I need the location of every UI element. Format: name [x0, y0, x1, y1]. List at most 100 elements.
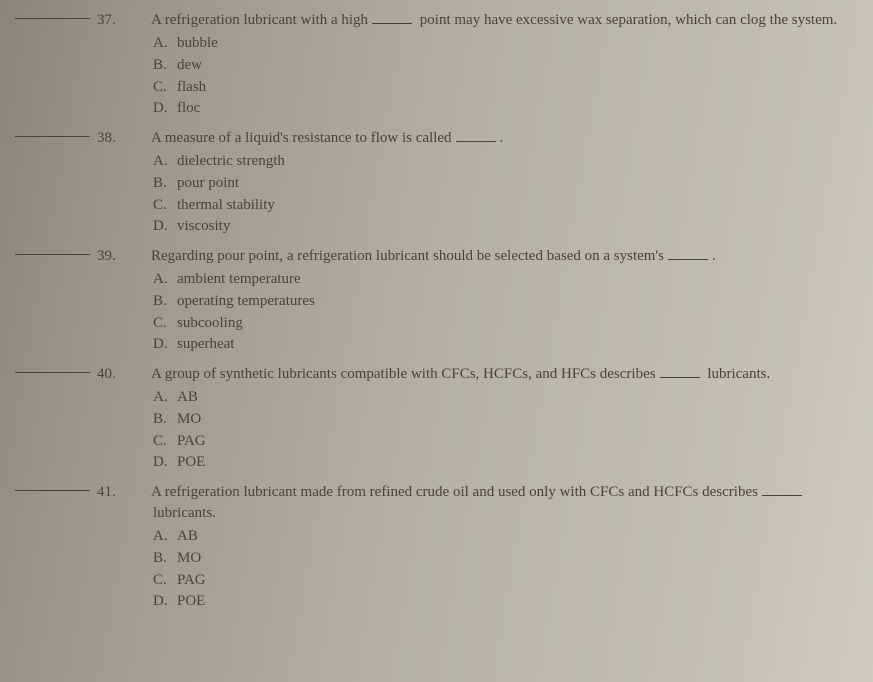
option-item[interactable]: C.subcooling — [153, 313, 843, 335]
option-item[interactable]: B.dew — [153, 55, 843, 77]
answer-blank-line[interactable] — [15, 254, 90, 255]
option-text: PAG — [177, 433, 206, 449]
option-text: dew — [177, 57, 202, 73]
option-text: superheat — [177, 336, 234, 352]
option-letter: A. — [153, 387, 177, 409]
option-letter: D. — [153, 98, 177, 120]
option-letter: D. — [153, 452, 177, 474]
option-letter: A. — [153, 151, 177, 173]
question-number: 38. — [125, 128, 151, 149]
option-item[interactable]: A.dielectric strength — [153, 151, 843, 173]
option-item[interactable]: C.flash — [153, 77, 843, 99]
question-block: 41.A refrigeration lubricant made from r… — [0, 482, 843, 613]
option-letter: D. — [153, 216, 177, 238]
option-item[interactable]: B.pour point — [153, 173, 843, 195]
option-text: POE — [177, 593, 205, 609]
option-letter: C. — [153, 570, 177, 592]
option-text: POE — [177, 454, 205, 470]
fill-blank[interactable] — [456, 141, 496, 142]
option-letter: A. — [153, 269, 177, 291]
option-text: subcooling — [177, 315, 243, 331]
answer-blank-line[interactable] — [15, 18, 90, 19]
option-item[interactable]: D.floc — [153, 98, 843, 120]
answer-blank-line[interactable] — [15, 490, 90, 491]
option-text: dielectric strength — [177, 153, 285, 169]
option-text: flash — [177, 79, 206, 95]
option-letter: B. — [153, 55, 177, 77]
question-text: 40.A group of synthetic lubricants compa… — [125, 364, 843, 385]
fill-blank[interactable] — [372, 23, 412, 24]
question-text-after: point may have excessive wax separation,… — [416, 12, 837, 28]
option-letter: B. — [153, 548, 177, 570]
option-item[interactable]: C.PAG — [153, 570, 843, 592]
question-block: 40.A group of synthetic lubricants compa… — [0, 364, 843, 474]
option-item[interactable]: D.viscosity — [153, 216, 843, 238]
option-item[interactable]: A.ambient temperature — [153, 269, 843, 291]
question-text: 39.Regarding pour point, a refrigeration… — [125, 246, 843, 267]
option-letter: A. — [153, 526, 177, 548]
option-item[interactable]: D.superheat — [153, 334, 843, 356]
option-item[interactable]: A.AB — [153, 387, 843, 409]
option-item[interactable]: B.MO — [153, 409, 843, 431]
option-letter: C. — [153, 77, 177, 99]
option-letter: C. — [153, 431, 177, 453]
option-text: PAG — [177, 572, 206, 588]
fill-blank[interactable] — [660, 377, 700, 378]
question-number: 40. — [125, 364, 151, 385]
options-list: A.bubbleB.dewC.flashD.floc — [125, 33, 843, 120]
option-letter: B. — [153, 291, 177, 313]
question-text-before: Regarding pour point, a refrigeration lu… — [151, 248, 664, 264]
question-text-before: A group of synthetic lubricants compatib… — [151, 366, 656, 382]
answer-blank-line[interactable] — [15, 372, 90, 373]
question-text: 38.A measure of a liquid's resistance to… — [125, 128, 843, 149]
question-text-after: lubricants. — [704, 366, 771, 382]
options-list: A.ambient temperatureB.operating tempera… — [125, 269, 843, 356]
question-text-before: A measure of a liquid's resistance to fl… — [151, 130, 452, 146]
question-number: 37. — [125, 10, 151, 31]
option-text: AB — [177, 528, 198, 544]
option-item[interactable]: D.POE — [153, 591, 843, 613]
option-letter: D. — [153, 334, 177, 356]
option-letter: B. — [153, 173, 177, 195]
question-text: 37.A refrigeration lubricant with a high… — [125, 10, 843, 31]
option-text: pour point — [177, 175, 239, 191]
option-item[interactable]: A.AB — [153, 526, 843, 548]
option-item[interactable]: D.POE — [153, 452, 843, 474]
option-item[interactable]: A.bubble — [153, 33, 843, 55]
option-text: viscosity — [177, 218, 230, 234]
question-text-after: lubricants. — [153, 505, 216, 521]
option-text: thermal stability — [177, 197, 275, 213]
option-item[interactable]: C.thermal stability — [153, 195, 843, 217]
question-text-after: . — [500, 130, 504, 146]
option-item[interactable]: B.MO — [153, 548, 843, 570]
options-list: A.dielectric strengthB.pour pointC.therm… — [125, 151, 843, 238]
option-letter: D. — [153, 591, 177, 613]
option-letter: C. — [153, 195, 177, 217]
question-block: 39.Regarding pour point, a refrigeration… — [0, 246, 843, 356]
option-text: floc — [177, 100, 200, 116]
option-text: operating temperatures — [177, 293, 315, 309]
option-text: MO — [177, 411, 201, 427]
answer-blank-line[interactable] — [15, 136, 90, 137]
question-text: 41.A refrigeration lubricant made from r… — [125, 482, 843, 524]
option-item[interactable]: B.operating temperatures — [153, 291, 843, 313]
option-item[interactable]: C.PAG — [153, 431, 843, 453]
question-block: 37.A refrigeration lubricant with a high… — [0, 10, 843, 120]
option-text: ambient temperature — [177, 271, 301, 287]
option-text: AB — [177, 389, 198, 405]
question-number: 41. — [125, 482, 151, 503]
option-text: bubble — [177, 35, 218, 51]
question-text-before: A refrigeration lubricant with a high — [151, 12, 368, 28]
question-text-after: . — [712, 248, 716, 264]
fill-blank[interactable] — [762, 495, 802, 496]
option-letter: A. — [153, 33, 177, 55]
option-letter: B. — [153, 409, 177, 431]
option-text: MO — [177, 550, 201, 566]
options-list: A.ABB.MOC.PAGD.POE — [125, 526, 843, 613]
fill-blank[interactable] — [668, 259, 708, 260]
option-letter: C. — [153, 313, 177, 335]
question-block: 38.A measure of a liquid's resistance to… — [0, 128, 843, 238]
question-number: 39. — [125, 246, 151, 267]
options-list: A.ABB.MOC.PAGD.POE — [125, 387, 843, 474]
question-text-before: A refrigeration lubricant made from refi… — [151, 484, 758, 500]
